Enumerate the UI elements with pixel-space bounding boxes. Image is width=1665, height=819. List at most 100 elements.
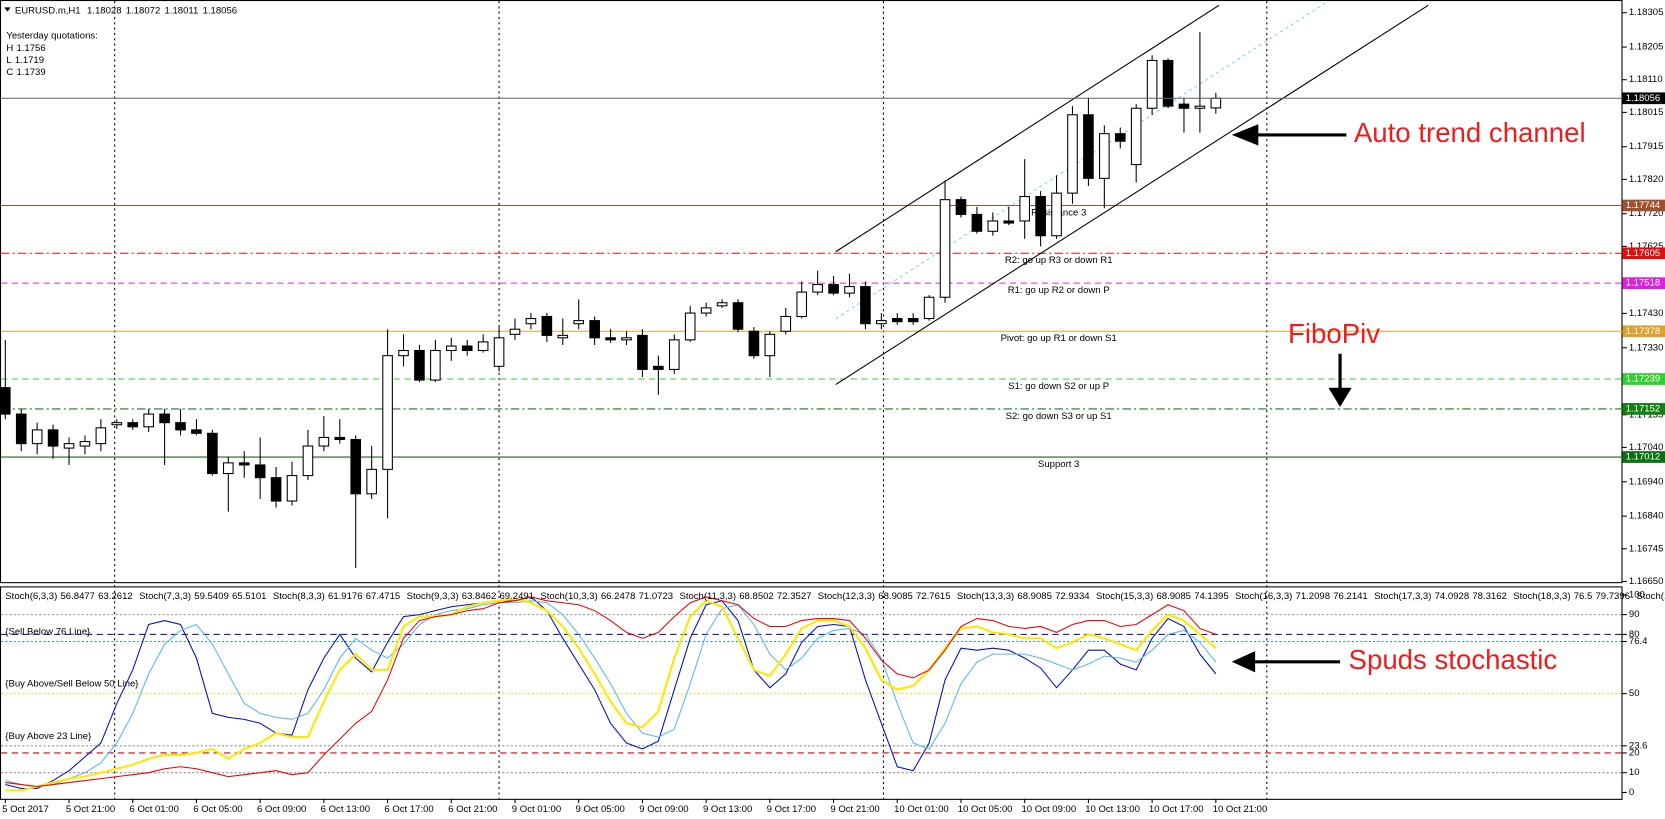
candle-body: [318, 436, 330, 447]
candle-body: [111, 422, 123, 426]
readout-signal: 74.1395: [1194, 590, 1229, 601]
readout-name: Stoch(18,3,3): [1513, 590, 1570, 601]
pivot-label: Support 3: [1038, 459, 1079, 470]
candle-body: [63, 443, 75, 449]
y-tick-label: 20: [1629, 747, 1640, 758]
readout-signal: 72.3527: [777, 590, 812, 601]
readout-name: Stoch(15,3,3): [1096, 590, 1153, 601]
candle-body: [127, 422, 139, 428]
readout-name: Stoch(16,3,3): [1235, 590, 1292, 601]
readout-signal: 79.7396: [1595, 590, 1630, 601]
readout-main: 61.9176: [328, 590, 363, 601]
price-tag-label: 1.17152: [1626, 403, 1661, 414]
stoch-level-label: {Buy Above/Sell Below 50 Line}: [5, 679, 139, 690]
x-tick-label: 10 Oct 05:00: [958, 804, 1013, 815]
yesterday-label: H: [6, 42, 13, 53]
stoch-panel-frame: [0, 586, 1623, 800]
pivot-label: Pivot: go up R1 or down S1: [1001, 333, 1117, 344]
x-tick-label: 5 Oct 21:00: [66, 804, 115, 815]
candle-body: [748, 330, 760, 357]
readout-signal: 67.4715: [366, 590, 401, 601]
stoch-level-label: {Buy Above 23 Line}: [5, 731, 92, 742]
candle-body: [1194, 105, 1206, 109]
x-tick-label: 10 Oct 01:00: [894, 804, 949, 815]
price-tag: [1622, 199, 1665, 212]
candle-body: [461, 345, 473, 352]
y-tick-label: 1.17915: [1629, 141, 1664, 152]
x-tick-label: 6 Oct 17:00: [384, 804, 433, 815]
y-tick-label: 1.16840: [1629, 511, 1664, 522]
current-price-label: 1.18056: [1626, 93, 1661, 104]
channel-lower: [835, 4, 1429, 385]
candle-body: [939, 199, 951, 298]
candle-body: [477, 341, 489, 352]
axes: 1.18305 1.18205 1.18110 1.18015 1.17915 1.178…: [1, 7, 1665, 815]
candle-body: [95, 427, 107, 445]
candle-body: [0, 387, 11, 415]
candle-body: [1130, 107, 1142, 166]
menu-triangle[interactable]: [4, 7, 11, 12]
y-tick-label: 0: [1629, 787, 1634, 798]
yesterday-item: H 1.1756: [6, 42, 45, 53]
candle-body: [270, 477, 282, 502]
candle-body: [605, 337, 616, 341]
yesterday-label: L: [6, 55, 11, 66]
yesterday-item: L 1.1719: [6, 55, 44, 66]
y-tick-label: 1.17820: [1629, 174, 1664, 185]
y-tick-label: 1.17330: [1629, 342, 1664, 353]
x-tick-label: 6 Oct 13:00: [321, 804, 370, 815]
y-tick-label: 1.16940: [1629, 476, 1664, 487]
price-tag: [1622, 277, 1665, 289]
candle-body: [589, 320, 600, 339]
y-tick-label: 1.18205: [1629, 42, 1664, 53]
price-tag-label: 1.17378: [1626, 326, 1661, 337]
price-panel-frame: [0, 0, 1623, 584]
candle-body: [79, 441, 91, 447]
candle-body: [254, 464, 266, 479]
y-tick-label: 76.4: [1629, 636, 1648, 647]
symbol-header: EURUSD.m,H1 1.18028 1.18072 1.18011 1.18056: [15, 5, 237, 16]
y-tick-label: 1.18015: [1629, 107, 1664, 118]
readout-main: 68.9085: [878, 590, 913, 601]
readout-signal: 69.2491: [499, 590, 534, 601]
yesterday-value: 1.1756: [16, 42, 45, 53]
price-tag-label: 1.17518: [1626, 278, 1661, 289]
high-readout: 1.18072: [126, 5, 161, 16]
candle-body: [1003, 220, 1015, 224]
readout-signal: 71.0723: [639, 590, 674, 601]
candle-body: [509, 328, 521, 335]
candle-body: [302, 445, 314, 477]
price-tag: [1622, 451, 1665, 463]
readout-signal: 63.2612: [98, 590, 133, 601]
candle-body: [876, 320, 887, 325]
candle-body: [525, 318, 537, 325]
price-tag: [1622, 403, 1665, 415]
stochastic: {Sell Below 76 Line} {Buy Above/Sell Belo…: [1, 590, 1665, 792]
candle-body: [764, 333, 776, 357]
readout-name: Stoch(17,3,3): [1374, 590, 1431, 601]
y-tick-label: 1.16650: [1629, 576, 1664, 587]
pivot-label: S1: go down S2 or up P: [1008, 381, 1109, 392]
readout-signal: 65.5101: [232, 590, 267, 601]
x-tick-label: 9 Oct 01:00: [512, 804, 561, 815]
x-tick-label: 9 Oct 09:00: [639, 804, 688, 815]
readout-main: 76.5: [1574, 590, 1593, 601]
y-tick-label: 10: [1629, 767, 1640, 778]
candle-body: [366, 468, 377, 495]
candle-body: [222, 462, 234, 475]
readout-main: 59.5409: [194, 590, 229, 601]
x-tick-label: 6 Oct 01:00: [130, 804, 179, 815]
candle-body: [1099, 133, 1110, 179]
pivot-label: R2: go up R3 or down R1: [1005, 255, 1113, 266]
candle-body: [1146, 59, 1158, 109]
x-tick-label: 10 Oct 21:00: [1213, 804, 1268, 815]
readout-signal: 72.9334: [1055, 590, 1090, 601]
readout-signal: 72.7615: [916, 590, 951, 601]
readout-name: Stoch(7,3,3): [139, 590, 191, 601]
readout-main: 74.0928: [1435, 590, 1470, 601]
candle-body: [1035, 196, 1046, 237]
x-tick-label: 9 Oct 21:00: [830, 804, 879, 815]
candle-body: [1178, 103, 1190, 109]
